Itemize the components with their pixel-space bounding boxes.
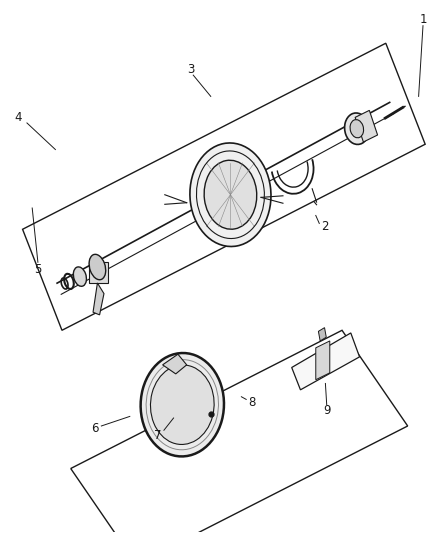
Text: 1: 1 bbox=[418, 13, 426, 26]
Bar bbox=[88, 262, 108, 283]
Ellipse shape bbox=[349, 119, 363, 138]
Text: 5: 5 bbox=[34, 263, 42, 276]
Ellipse shape bbox=[73, 267, 86, 286]
Polygon shape bbox=[315, 341, 329, 379]
Polygon shape bbox=[162, 354, 186, 374]
Ellipse shape bbox=[344, 113, 368, 144]
Ellipse shape bbox=[150, 365, 214, 445]
Text: 6: 6 bbox=[91, 422, 98, 435]
Bar bbox=[354, 110, 377, 142]
Ellipse shape bbox=[190, 143, 270, 246]
Text: 8: 8 bbox=[247, 395, 254, 409]
Polygon shape bbox=[318, 328, 325, 341]
Text: 4: 4 bbox=[14, 111, 22, 124]
Polygon shape bbox=[93, 283, 104, 315]
Text: 9: 9 bbox=[322, 403, 330, 416]
Text: 7: 7 bbox=[154, 429, 162, 442]
Ellipse shape bbox=[89, 254, 106, 280]
Text: 3: 3 bbox=[187, 63, 194, 76]
Ellipse shape bbox=[204, 160, 256, 229]
Text: 2: 2 bbox=[320, 220, 328, 233]
Polygon shape bbox=[291, 333, 359, 390]
Ellipse shape bbox=[140, 353, 223, 456]
